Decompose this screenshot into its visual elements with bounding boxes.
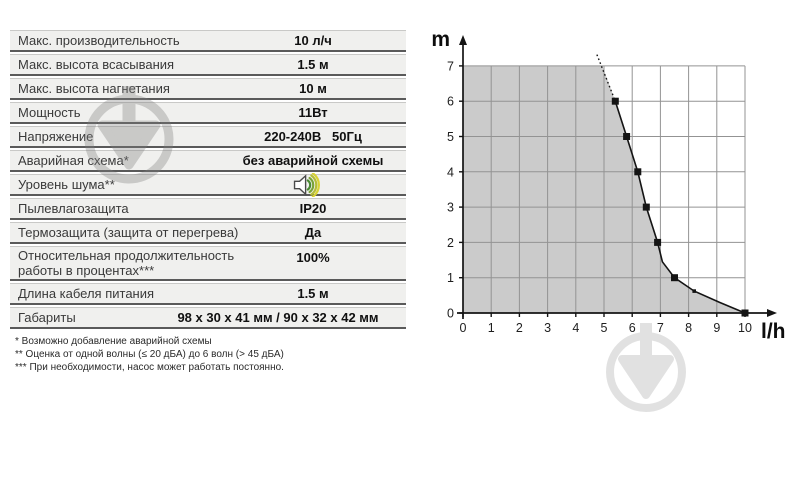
spec-value: 10 л/ч — [294, 33, 332, 48]
svg-text:2: 2 — [516, 321, 523, 335]
data-point-marker — [671, 274, 678, 282]
spec-label: Макс. высота нагнетания — [18, 81, 170, 96]
y-axis-title: m — [431, 28, 450, 51]
svg-text:6: 6 — [447, 95, 454, 109]
spec-value: 98 x 30 x 41 мм / 90 x 32 x 42 мм — [177, 310, 379, 325]
noise-wave-arc — [310, 173, 318, 196]
spec-label: Макс. производительность — [18, 33, 180, 48]
spec-label: Длина кабеля питания — [18, 286, 155, 301]
spec-value: 10 м — [299, 81, 327, 96]
footnote: *** При необходимости, насос может работ… — [15, 362, 284, 373]
table-row: Мощность 11Вт — [10, 102, 406, 124]
table-row: Макс. высота всасывания 1.5 м — [10, 54, 406, 76]
footnote: * Возможно добавление аварийной схемы — [15, 336, 212, 347]
data-point-marker — [642, 203, 650, 211]
spec-value: 100% — [296, 250, 330, 265]
noise-level-icon — [293, 172, 320, 197]
data-point-marker — [611, 97, 619, 105]
table-row: Пылевлагозащита IP20 — [10, 198, 406, 220]
table-row-noise-level: Уровень шума** — [10, 172, 406, 197]
x-axis-title: l/h — [761, 320, 786, 343]
data-point-marker — [654, 238, 662, 246]
svg-text:2: 2 — [447, 236, 454, 250]
svg-text:10: 10 — [738, 321, 752, 335]
spec-value: 1.5 м — [297, 57, 329, 72]
noise-wave-arc — [306, 178, 312, 191]
pump-curve-chart: 0 1 2 3 4 5 6 7 8 9 10 0 1 2 3 4 5 6 7 m l/h — [431, 28, 786, 343]
footnotes: * Возможно добавление аварийной схемы **… — [10, 336, 406, 374]
spec-label: Относительная продолжительность работы в… — [18, 248, 235, 278]
pump-curve-line — [614, 100, 746, 314]
table-row: Аварийная схема* без аварийной схемы — [10, 150, 406, 172]
spec-table: Макс. производительность 10 л/ч Макс. вы… — [10, 30, 406, 375]
data-point-marker — [634, 168, 642, 176]
svg-text:3: 3 — [544, 321, 551, 335]
table-row: Относительная продолжительность работы в… — [10, 246, 406, 281]
spec-label: Уровень шума** — [18, 177, 115, 192]
svg-text:6: 6 — [629, 321, 636, 335]
spec-value: без аварийной схемы — [242, 153, 384, 168]
spec-label: Габариты — [18, 310, 76, 325]
svg-text:9: 9 — [713, 321, 720, 335]
data-point-marker — [741, 309, 749, 317]
svg-text:5: 5 — [601, 321, 608, 335]
spec-value: 1.5 м — [297, 286, 329, 301]
table-row: Напряжение 220-240В 50Гц — [10, 126, 406, 148]
spec-label: Напряжение — [18, 129, 94, 144]
spec-label: Аварийная схема* — [18, 153, 129, 168]
table-row: Термозащита (защита от перегрева) Да — [10, 222, 406, 244]
svg-text:5: 5 — [447, 130, 454, 144]
spec-label: Мощность — [18, 105, 81, 120]
spec-value: IP20 — [299, 201, 327, 216]
svg-text:1: 1 — [447, 271, 454, 285]
svg-text:7: 7 — [657, 321, 664, 335]
table-row: Габариты 98 x 30 x 41 мм / 90 x 32 x 42 … — [10, 307, 406, 329]
spec-value: 220-240В 50Гц — [264, 129, 362, 144]
svg-text:7: 7 — [447, 59, 454, 73]
svg-text:8: 8 — [685, 321, 692, 335]
footnote: ** Оценка от одной волны (≤ 20 дБА) до 6… — [15, 349, 284, 360]
table-row: Длина кабеля питания 1.5 м — [10, 283, 406, 305]
spec-label: Пылевлагозащита — [18, 201, 129, 216]
svg-text:4: 4 — [572, 321, 579, 335]
noise-wave-arc — [311, 172, 320, 197]
svg-text:1: 1 — [488, 321, 495, 335]
speaker-icon — [293, 173, 307, 196]
spec-value: 11Вт — [298, 105, 328, 120]
svg-text:0: 0 — [447, 307, 454, 321]
table-row: Макс. производительность 10 л/ч — [10, 30, 406, 52]
spec-label: Макс. высота всасывания — [18, 57, 175, 72]
spec-label: Термозащита (защита от перегрева) — [18, 225, 239, 240]
noise-wave-arc — [308, 176, 315, 193]
data-point-marker — [623, 133, 631, 140]
data-point-marker-small — [692, 289, 696, 293]
svg-text:3: 3 — [447, 201, 454, 215]
svg-text:4: 4 — [447, 165, 454, 179]
spec-value — [220, 172, 406, 197]
svg-text:0: 0 — [460, 321, 467, 335]
table-row: Макс. высота нагнетания 10 м — [10, 78, 406, 100]
spec-value: Да — [304, 225, 322, 240]
